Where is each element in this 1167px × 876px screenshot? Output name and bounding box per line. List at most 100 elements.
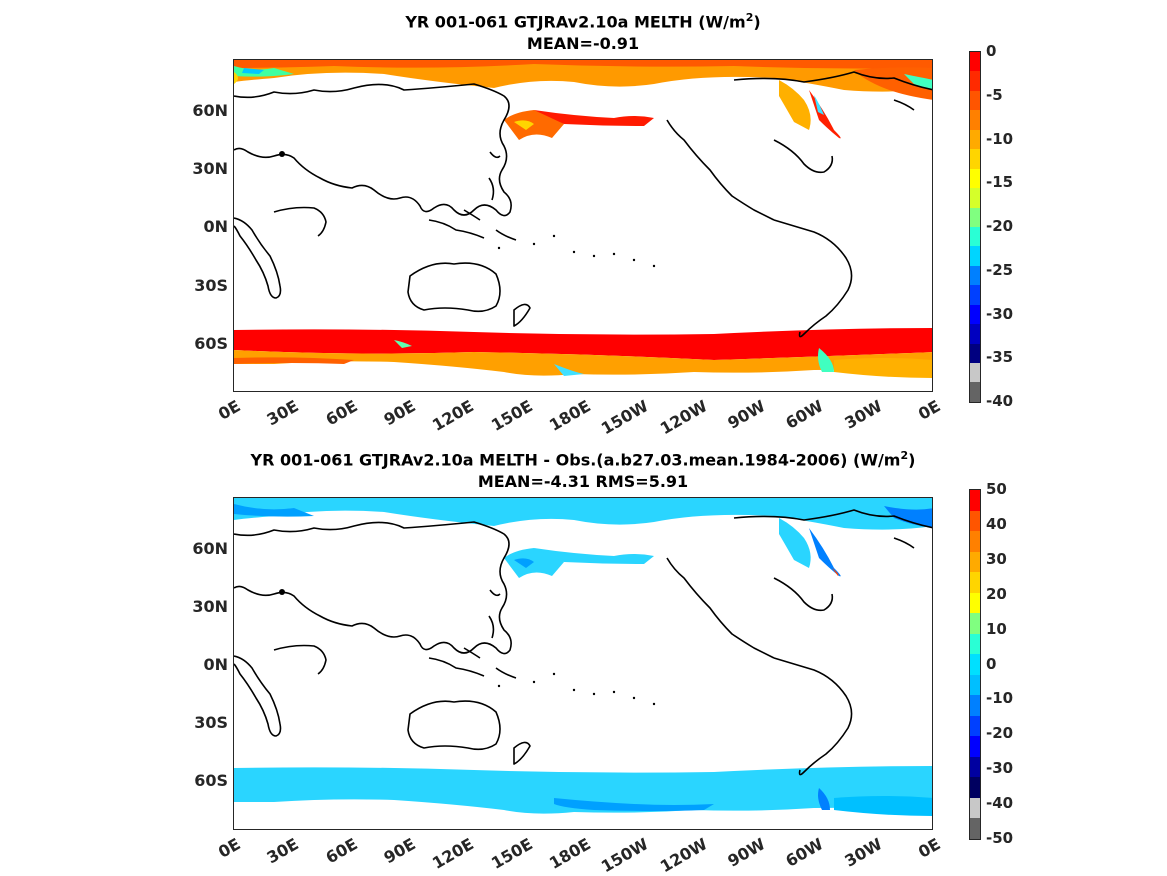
bottom-lon-label: 90W bbox=[724, 834, 769, 871]
bottom-lon-label: 120E bbox=[429, 834, 478, 873]
bottom-colorbar-label: -50 bbox=[986, 829, 1014, 847]
top-title-line2: MEAN=-0.91 bbox=[526, 34, 640, 53]
bottom-lat-label: 60N bbox=[192, 539, 228, 558]
bottom-colorbar-segment bbox=[970, 777, 980, 798]
top-colorbar-segment bbox=[970, 226, 980, 247]
top-lon-label: 120E bbox=[429, 396, 478, 435]
bottom-lat-label: 0N bbox=[203, 655, 228, 674]
bottom-colorbar-label: -20 bbox=[986, 724, 1014, 743]
bottom-colorbar-label: 50 bbox=[986, 480, 1007, 498]
top-map bbox=[233, 59, 933, 392]
top-colorbar-segment bbox=[970, 149, 980, 169]
bottom-colorbar-segment bbox=[970, 797, 980, 819]
bottom-lat-label: 60S bbox=[194, 771, 228, 790]
top-colorbar-segment bbox=[970, 110, 980, 130]
top-lon-label: 0E bbox=[914, 396, 944, 424]
top-colorbar-label: -40 bbox=[986, 392, 1014, 410]
top-colorbar-label: 0 bbox=[986, 42, 997, 60]
top-lon-label: 60E bbox=[322, 396, 361, 430]
bottom-lon-label: 60W bbox=[782, 834, 827, 871]
bottom-title-line1: YR 001-061 GTJRAv2.10a MELTH - Obs.(a.b2… bbox=[250, 449, 916, 470]
top-colorbar-segment bbox=[970, 129, 980, 150]
bottom-title-line2: MEAN=-4.31 RMS=5.91 bbox=[477, 472, 689, 491]
top-lon-label: 180E bbox=[545, 396, 594, 435]
bottom-lat-label: 30N bbox=[192, 597, 228, 616]
top-colorbar-segment bbox=[970, 363, 980, 383]
top-colorbar-segment bbox=[970, 188, 980, 208]
bottom-lon-label: 0E bbox=[914, 834, 944, 862]
top-lon-label: 150W bbox=[598, 396, 652, 439]
bottom-colorbar-segment bbox=[970, 715, 980, 737]
bottom-colorbar-segment bbox=[970, 551, 980, 573]
bottom-colorbar-label: -40 bbox=[986, 794, 1014, 813]
top-colorbar-label: -5 bbox=[986, 85, 1003, 104]
bottom-colorbar-label: 10 bbox=[986, 619, 1007, 638]
bottom-colorbar-segment bbox=[970, 592, 980, 614]
bottom-colorbar-segment bbox=[970, 613, 980, 634]
top-colorbar-segment bbox=[970, 324, 980, 344]
top-lon-label: 150E bbox=[487, 396, 536, 435]
bottom-lat-label: 30S bbox=[194, 713, 228, 732]
bottom-colorbar-label: -30 bbox=[986, 759, 1014, 778]
top-lon-label: 0E bbox=[214, 396, 244, 424]
top-colorbar-segment bbox=[970, 304, 980, 325]
top-map-svg bbox=[234, 60, 932, 378]
top-colorbar-segment bbox=[970, 382, 980, 402]
bottom-lon-label: 0E bbox=[214, 834, 244, 862]
bottom-lon-label: 90E bbox=[380, 834, 419, 868]
top-colorbar-segment bbox=[970, 168, 980, 189]
bottom-colorbar-segment bbox=[970, 756, 980, 778]
bottom-colorbar bbox=[969, 489, 981, 840]
top-lon-label: 30W bbox=[841, 396, 886, 433]
top-colorbar-segment bbox=[970, 285, 980, 305]
bottom-colorbar-segment bbox=[970, 510, 980, 532]
bottom-lon-label: 30E bbox=[263, 834, 303, 868]
top-colorbar-segment bbox=[970, 265, 980, 286]
top-colorbar-label: -25 bbox=[986, 260, 1014, 279]
bottom-colorbar-segment bbox=[970, 818, 980, 839]
bottom-map bbox=[233, 497, 933, 830]
bottom-lon-label: 120W bbox=[656, 834, 711, 876]
top-lat-label: 30S bbox=[194, 276, 228, 295]
bottom-colorbar-segment bbox=[970, 572, 980, 593]
bottom-colorbar-segment bbox=[970, 674, 980, 696]
bottom-colorbar-label: 0 bbox=[986, 654, 997, 673]
bottom-colorbar-segment bbox=[970, 633, 980, 655]
top-colorbar-label: -10 bbox=[986, 129, 1014, 148]
top-colorbar-segment bbox=[970, 90, 980, 111]
top-lat-label: 60N bbox=[192, 101, 228, 120]
top-title-line1: YR 001-061 GTJRAv2.10a MELTH (W/m2) bbox=[405, 11, 761, 32]
top-colorbar-label: -15 bbox=[986, 173, 1014, 192]
bottom-lon-label: 60E bbox=[322, 834, 361, 868]
top-colorbar-segment bbox=[970, 207, 980, 227]
top-lat-label: 60S bbox=[194, 334, 228, 353]
bottom-lon-label: 30W bbox=[841, 834, 886, 871]
top-colorbar-label: -20 bbox=[986, 217, 1014, 235]
bottom-colorbar-label: -10 bbox=[986, 689, 1014, 708]
top-colorbar bbox=[969, 51, 981, 403]
top-colorbar-label: -35 bbox=[986, 348, 1014, 367]
top-colorbar-label: -30 bbox=[986, 304, 1014, 323]
top-lon-label: 60W bbox=[782, 396, 827, 433]
top-lat-label: 30N bbox=[192, 159, 228, 178]
bottom-colorbar-segment bbox=[970, 490, 980, 511]
top-colorbar-segment bbox=[970, 246, 980, 266]
top-lon-label: 30E bbox=[263, 396, 303, 430]
bottom-colorbar-segment bbox=[970, 654, 980, 675]
top-colorbar-segment bbox=[970, 343, 980, 363]
bottom-colorbar-segment bbox=[970, 531, 980, 552]
bottom-lon-label: 150W bbox=[598, 834, 652, 876]
bottom-colorbar-label: 20 bbox=[986, 584, 1007, 603]
top-lon-label: 120W bbox=[656, 396, 711, 439]
top-colorbar-segment bbox=[970, 71, 980, 91]
top-lon-label: 90E bbox=[380, 396, 419, 430]
top-lat-label: 0N bbox=[203, 217, 228, 236]
top-lon-label: 90W bbox=[724, 396, 769, 433]
bottom-lon-label: 180E bbox=[545, 834, 594, 873]
bottom-lon-label: 150E bbox=[487, 834, 536, 873]
bottom-colorbar-label: 30 bbox=[986, 549, 1007, 568]
bottom-colorbar-segment bbox=[970, 695, 980, 716]
bottom-colorbar-segment bbox=[970, 736, 980, 757]
bottom-map-svg bbox=[234, 498, 932, 816]
bottom-colorbar-label: 40 bbox=[986, 514, 1007, 533]
